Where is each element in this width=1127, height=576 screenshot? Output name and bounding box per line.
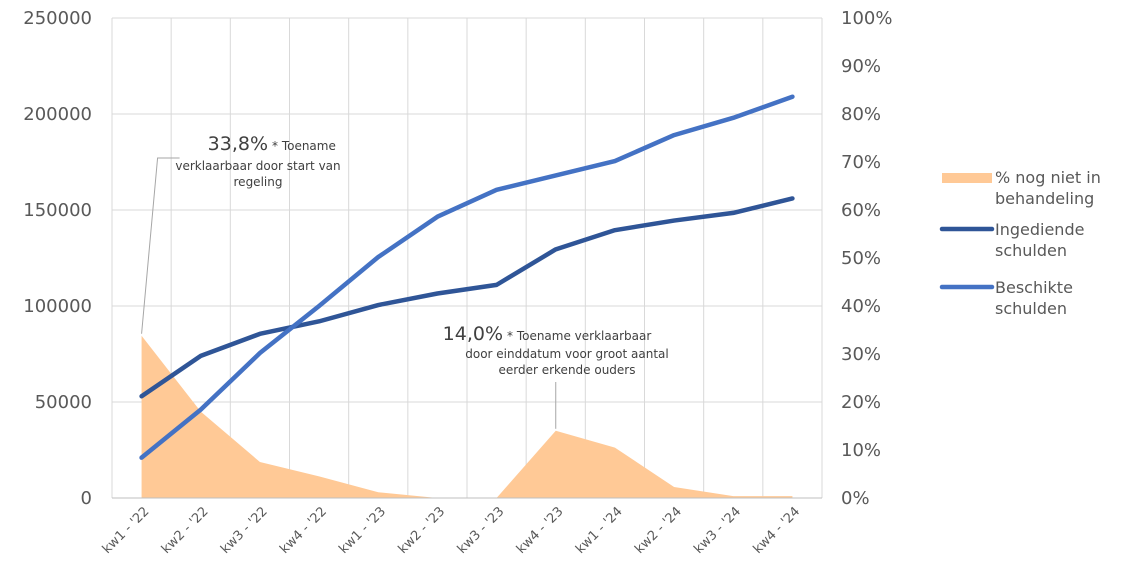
y-left-tick-label: 150000: [23, 200, 92, 221]
y-right-tick-label: 50%: [841, 248, 881, 269]
annotation-2-note-line2: door einddatum voor groot aantal: [465, 347, 669, 361]
legend-label-ingediende-line1: Ingediende: [995, 220, 1084, 239]
line-series-beschikte-schulden: [139, 94, 795, 460]
x-tick-label: kw3 - '22: [218, 504, 271, 557]
annotation-2-note-line3: eerder erkende ouders: [498, 363, 635, 377]
pct-area-series: [141, 335, 793, 498]
annotations: 33,8% * Toename verklaarbaar door start …: [141, 133, 669, 429]
y-left-tick-label: 200000: [23, 104, 92, 125]
y-left-tick-label: 50000: [35, 392, 92, 413]
annotation-1-note-line1: * Toename: [272, 139, 336, 153]
x-tick-label: kw3 - '24: [691, 504, 744, 557]
y-right-tick-label: 90%: [841, 56, 881, 77]
y-right-tick-label: 20%: [841, 392, 881, 413]
x-tick-label: kw2 - '24: [632, 504, 685, 557]
legend-swatch-pct: [942, 173, 992, 183]
line-series-ingediende-schulden: [139, 196, 795, 399]
y-right-tick-label: 80%: [841, 104, 881, 125]
annotation-2-note-line1: * Toename verklaarbaar: [507, 329, 651, 343]
legend: % nog niet in behandeling Ingediende sch…: [939, 168, 1101, 318]
annotation-2-value: 14,0%: [443, 323, 503, 345]
x-tick-label: kw4 - '23: [514, 504, 567, 557]
annotation-1-note-line2: verklaarbaar door start van: [175, 159, 340, 173]
x-tick-label: kw4 - '24: [751, 504, 804, 557]
x-tick-label: kw2 - '23: [396, 504, 449, 557]
y-right-tick-label: 60%: [841, 200, 881, 221]
legend-label-pct-line1: % nog niet in: [995, 168, 1101, 187]
annotation-1-value: 33,8%: [208, 133, 268, 155]
legend-label-ingediende-line2: schulden: [995, 241, 1067, 260]
x-tick-label: kw2 - '22: [159, 504, 212, 557]
x-tick-label: kw1 - '24: [573, 504, 626, 557]
y-left-tick-label: 100000: [23, 296, 92, 317]
x-tick-label: kw1 - '22: [100, 504, 153, 557]
legend-label-beschikte-line1: Beschikte: [995, 278, 1073, 297]
area-series-pct-nog-niet-in-behandeling: [141, 335, 793, 498]
y-right-tick-label: 70%: [841, 152, 881, 173]
line-series: [139, 94, 795, 460]
annotation-1-leader-line: [141, 157, 180, 334]
annotation-1-note-line3: regeling: [234, 175, 283, 189]
y-right-tick-label: 40%: [841, 296, 881, 317]
gridlines: [111, 17, 823, 499]
y-left-tick-label: 250000: [23, 8, 92, 29]
legend-label-pct-line2: behandeling: [995, 189, 1094, 208]
x-tick-label: kw1 - '23: [336, 504, 389, 557]
legend-label-beschikte-line2: schulden: [995, 299, 1067, 318]
y-right-tick-label: 30%: [841, 344, 881, 365]
x-tick-label: kw4 - '22: [277, 504, 330, 557]
y-right-tick-label: 0%: [841, 488, 870, 509]
y-left-tick-label: 0: [81, 488, 92, 509]
y-right-tick-label: 10%: [841, 440, 881, 461]
y-right-tick-label: 100%: [841, 8, 892, 29]
x-tick-label: kw3 - '23: [455, 504, 508, 557]
